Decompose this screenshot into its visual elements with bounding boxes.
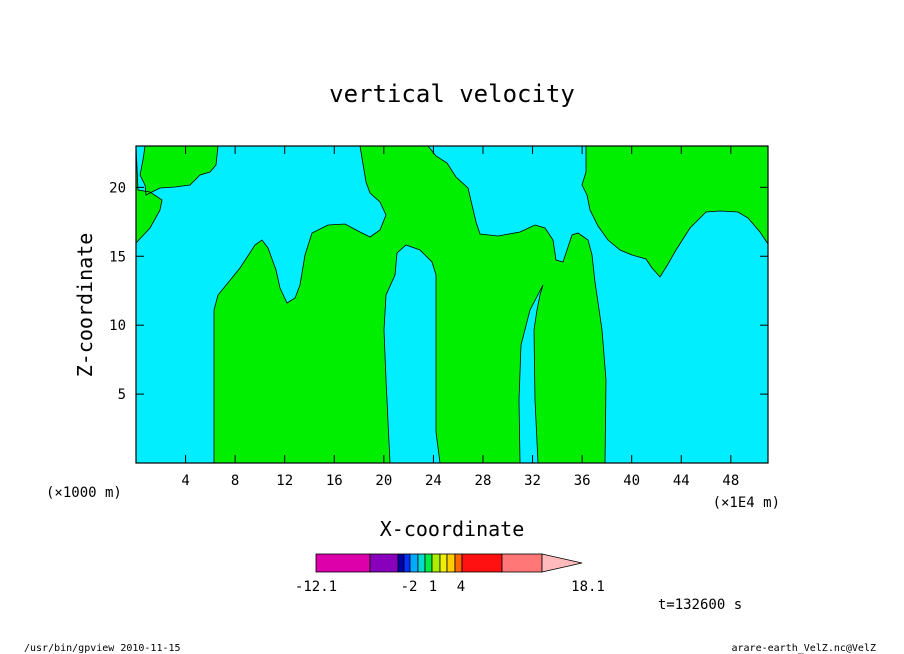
x-tick-label: 40 — [623, 473, 640, 489]
colorbar-tick-label: 18.1 — [571, 579, 605, 595]
colorbar-bin — [315, 553, 371, 573]
updraft-region-upper-right — [581, 145, 769, 278]
x-tick-label: 48 — [722, 473, 739, 489]
colorbar-bin — [417, 553, 426, 573]
colorbar-bin — [439, 553, 448, 573]
x-tick-label: 12 — [276, 473, 293, 489]
x-tick-label: 28 — [475, 473, 492, 489]
footer-left: /usr/bin/gpview 2010-11-15 — [24, 643, 181, 654]
colorbar-bin — [431, 553, 441, 573]
x-tick-label: 20 — [375, 473, 392, 489]
colorbar-bin — [369, 553, 399, 573]
colorbar-bin — [397, 553, 405, 573]
chart-title: vertical velocity — [329, 80, 575, 108]
y-tick-label: 15 — [109, 249, 126, 265]
y-tick-label: 20 — [109, 180, 126, 196]
y-tick-label: 10 — [109, 318, 126, 334]
colorbar-bin — [409, 553, 419, 573]
colorbar-bin — [446, 553, 456, 573]
updraft-region-central — [213, 145, 607, 464]
y-axis-title: Z-coordinate — [73, 233, 97, 378]
y-axis: 5 10 15 20 — [109, 180, 768, 403]
time-label: t=132600 s — [658, 597, 742, 613]
updraft-region-upper-left — [135, 145, 219, 245]
x-tick-label: 44 — [673, 473, 690, 489]
colorbar: -12.1 -2 1 4 18.1 — [295, 553, 605, 595]
x-axis: 4 8 12 16 20 24 28 32 36 40 44 48 — [181, 146, 739, 489]
colorbar-bin — [403, 553, 411, 573]
x-axis-title: X-coordinate — [380, 517, 525, 541]
colorbar-bin — [501, 553, 543, 573]
colorbar-tick-label: 4 — [457, 579, 465, 595]
x-tick-label: 36 — [574, 473, 591, 489]
colorbar-extend-arrow — [541, 553, 583, 573]
x-tick-label: 8 — [231, 473, 239, 489]
colorbar-bin — [454, 553, 463, 573]
x-scale-note-left: (×1000 m) — [46, 485, 122, 501]
colorbar-bin — [424, 553, 433, 573]
x-tick-label: 16 — [326, 473, 343, 489]
colorbar-bin — [461, 553, 503, 573]
x-scale-note-right: (×1E4 m) — [713, 495, 780, 511]
plot-frame — [135, 145, 769, 464]
x-tick-label: 4 — [181, 473, 189, 489]
x-tick-label: 24 — [425, 473, 442, 489]
x-tick-label: 32 — [524, 473, 541, 489]
colorbar-tick-label: -2 — [401, 579, 418, 595]
footer-right: arare-earth_VelZ.nc@VelZ — [732, 643, 877, 654]
colorbar-tick-label: -12.1 — [295, 579, 337, 595]
colorbar-tick-label: 1 — [429, 579, 437, 595]
y-tick-label: 5 — [118, 387, 126, 403]
